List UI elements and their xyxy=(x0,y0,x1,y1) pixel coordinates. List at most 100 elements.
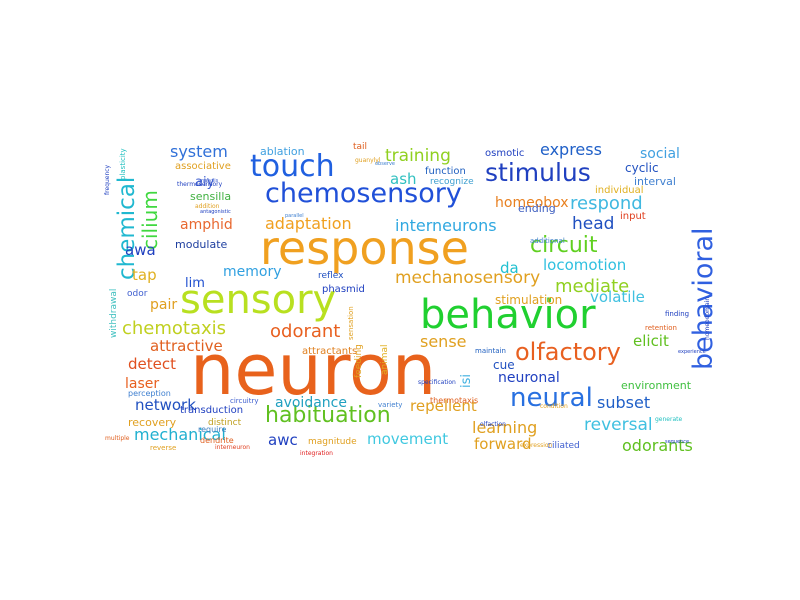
word-transduction: transduction xyxy=(180,405,244,416)
word-associative: associative xyxy=(175,161,231,172)
word-odorant: odorant xyxy=(270,321,341,342)
word-amphid: amphid xyxy=(180,217,233,233)
word-retention: retention xyxy=(645,324,677,332)
word-mechanosensory: mechanosensory xyxy=(395,268,541,288)
word-recognize: recognize xyxy=(430,177,474,187)
word-neural: neural xyxy=(510,383,593,413)
word-network: network xyxy=(135,396,196,414)
word-reversal: reversal xyxy=(584,415,653,435)
word-chemotaxis: chemotaxis xyxy=(122,318,227,339)
word-frequency: frequency xyxy=(104,164,111,195)
word-stimulus: stimulus xyxy=(485,158,591,187)
word-da: da xyxy=(500,259,519,277)
word-habituation: habituation xyxy=(265,403,391,428)
word-training: training xyxy=(385,146,451,166)
word-multiple: multiple xyxy=(105,435,130,442)
word-olfactory: olfactory xyxy=(515,338,621,366)
word-express: express xyxy=(540,140,602,159)
word-awc: awc xyxy=(268,431,298,449)
word-cue: cue xyxy=(493,358,515,372)
word-finding: finding xyxy=(665,310,690,318)
word-mediate: mediate xyxy=(555,276,630,297)
word-maintain: maintain xyxy=(475,347,506,355)
word-modulate: modulate xyxy=(175,238,228,251)
word-behavior: behavior xyxy=(420,292,596,338)
word-subset: subset xyxy=(597,393,651,412)
word-sensation: sensation xyxy=(347,306,355,340)
word-addition: addition xyxy=(195,203,220,210)
word-aiy: aiy xyxy=(195,175,215,190)
word-chemical: chemical xyxy=(114,176,140,280)
word-neuronal: neuronal xyxy=(498,370,560,386)
word-sense: sense xyxy=(420,332,467,351)
word-thermosensory: thermosensory xyxy=(177,181,223,188)
word-respond: respond xyxy=(570,193,643,214)
word-homeodomain: homeodomain xyxy=(704,296,711,340)
word-condition: condition xyxy=(540,403,568,410)
word-touch: touch xyxy=(250,149,335,184)
word-sequence: sequence xyxy=(665,439,690,445)
word-ablation: ablation xyxy=(260,145,305,158)
word-tap: tap xyxy=(132,266,157,284)
word-circuitry: circuitry xyxy=(230,397,259,405)
word-additional: additional xyxy=(530,237,565,245)
word-variety: variety xyxy=(378,401,403,409)
word-sensilla: sensilla xyxy=(190,190,232,203)
word-tail: tail xyxy=(353,142,368,152)
word-movement: movement xyxy=(367,430,449,448)
word-reverse: reverse xyxy=(150,444,177,452)
word-input: input xyxy=(620,211,646,222)
word-dendrite: dendrite xyxy=(200,436,234,445)
word-individual: individual xyxy=(595,185,644,196)
word-volatile: volatile xyxy=(590,288,645,306)
word-antagonistic: antagonistic xyxy=(200,209,231,215)
word-osmotic: osmotic xyxy=(485,148,525,159)
word-thermotaxis: thermotaxis xyxy=(430,396,479,405)
word-environment: environment xyxy=(621,379,692,392)
word-stimulation: stimulation xyxy=(495,293,563,307)
word-mechanical: mechanical xyxy=(134,425,226,444)
word-elicit: elicit xyxy=(633,332,669,350)
word-head: head xyxy=(572,214,615,234)
word-phasmid: phasmid xyxy=(322,284,365,295)
word-reflex: reflex xyxy=(318,271,344,281)
word-recovery: recovery xyxy=(128,416,177,429)
word-sensory: sensory xyxy=(180,277,337,323)
word-generate: generate xyxy=(655,416,683,423)
word-analysis: analysis xyxy=(198,178,219,184)
word-avoidance: avoidance xyxy=(275,395,347,411)
word-interneurons: interneurons xyxy=(395,216,497,235)
word-forward: forward xyxy=(474,435,532,453)
word-isi: isi xyxy=(459,374,474,388)
word-response: response xyxy=(260,221,469,275)
word-attractants: attractants xyxy=(302,346,358,357)
word-perception: perception xyxy=(128,389,171,398)
word-interval: interval xyxy=(634,175,676,188)
word-olfaction: olfaction xyxy=(480,421,506,428)
word-function: function xyxy=(425,166,466,177)
word-memory: memory xyxy=(223,264,282,280)
word-odor: odor xyxy=(127,289,148,299)
word-lim: lim xyxy=(185,276,205,291)
word-require: require xyxy=(198,425,227,434)
word-ending: ending xyxy=(518,202,556,215)
word-detect: detect xyxy=(128,355,176,373)
word-odorants: odorants xyxy=(622,436,693,455)
word-expression: expression xyxy=(520,442,553,449)
word-attractive: attractive xyxy=(150,337,223,355)
word-awa: awa xyxy=(125,241,156,259)
word-ash: ash xyxy=(390,170,417,188)
word-pair: pair xyxy=(150,297,178,313)
word-homeobox: homeobox xyxy=(495,195,569,211)
word-locomotion: locomotion xyxy=(543,256,627,274)
word-animal: animal xyxy=(380,344,390,375)
word-specification: specification xyxy=(418,379,456,386)
word-withdrawal: withdrawal xyxy=(109,288,119,338)
word-laser: laser xyxy=(125,376,160,392)
word-learning: learning xyxy=(472,418,538,437)
word-interneuron: interneuron xyxy=(215,444,250,451)
word-parallel: parallel xyxy=(285,213,304,219)
word-system: system xyxy=(170,142,228,161)
word-distinct: distinct xyxy=(208,418,242,428)
word-circuit: circuit xyxy=(530,233,598,258)
